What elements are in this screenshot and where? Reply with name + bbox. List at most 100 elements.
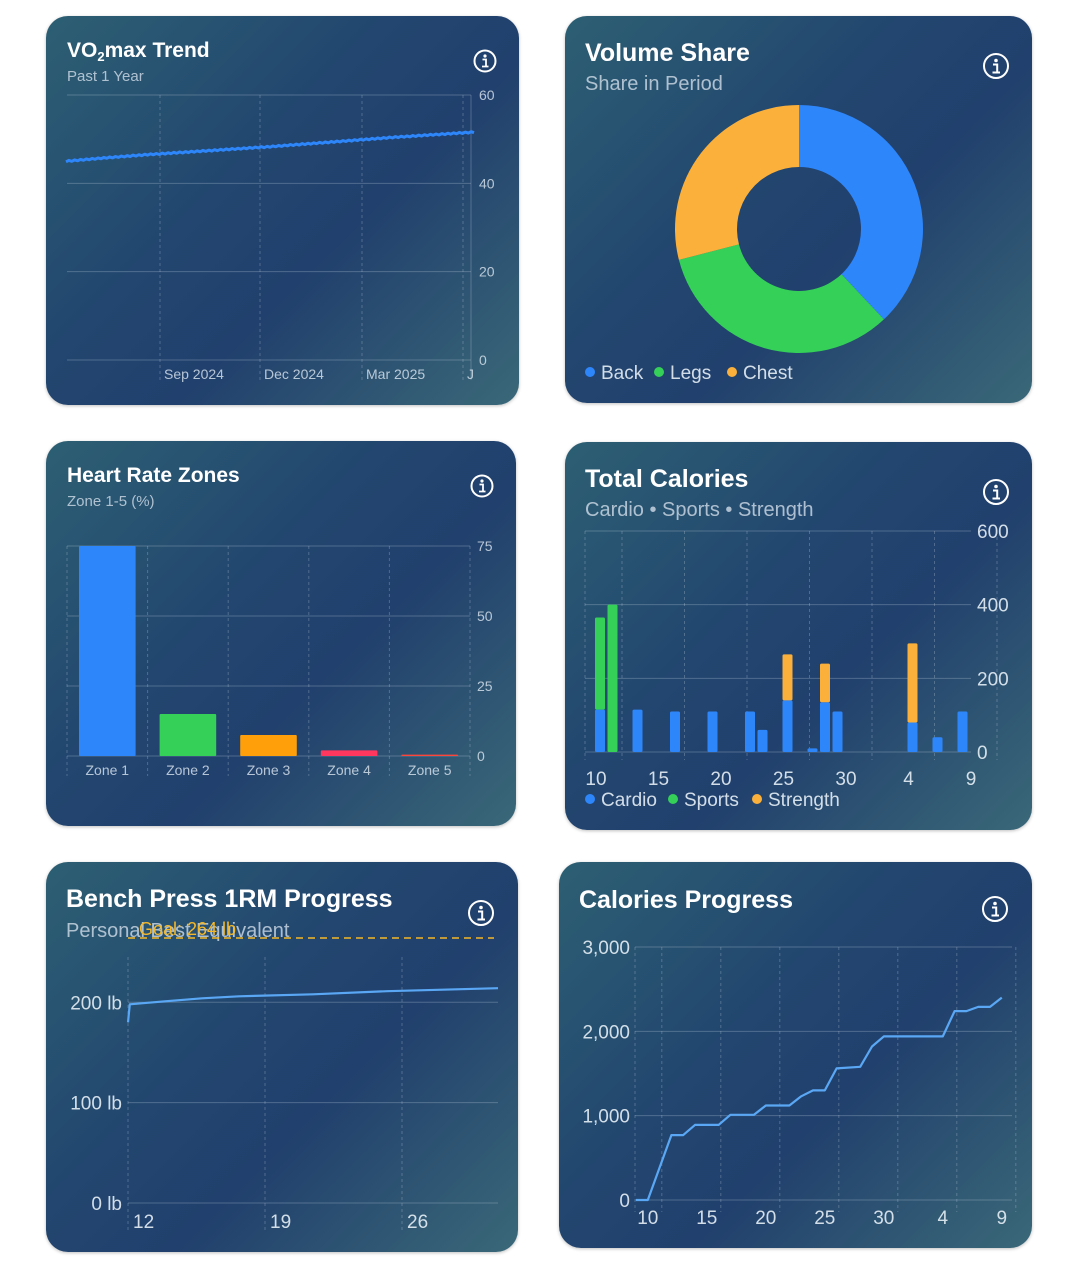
x-tick-label: 15 bbox=[648, 769, 669, 790]
y-tick-label: 0 bbox=[977, 743, 988, 764]
bar-segment-strength bbox=[820, 663, 830, 703]
heart-rate-zones-title: Heart Rate Zones bbox=[67, 464, 240, 487]
bar-segment-cardio bbox=[595, 709, 605, 752]
total-calories-subtitle: Cardio • Sports • Strength bbox=[585, 499, 814, 521]
x-tick-label: 12 bbox=[133, 1212, 154, 1233]
x-tick-label: 25 bbox=[814, 1208, 835, 1229]
vo2max-card: VO2max Trend Past 1 Year 0 20 40 60 Sep 2024… bbox=[46, 16, 519, 405]
bar-zone-4 bbox=[320, 750, 378, 756]
pie-slice-legs bbox=[678, 244, 884, 353]
legend-label: Cardio bbox=[601, 790, 657, 811]
bar-segment-cardio bbox=[957, 711, 968, 752]
bench-series-line bbox=[126, 987, 499, 1023]
info-icon[interactable] bbox=[983, 479, 1009, 505]
bar-segment-sports bbox=[595, 617, 605, 710]
x-tick-label: 20 bbox=[710, 769, 731, 790]
x-tick-label: Zone 3 bbox=[247, 762, 291, 778]
info-icon[interactable] bbox=[473, 49, 497, 73]
volume-share-subtitle: Share in Period bbox=[585, 73, 723, 95]
y-tick-label: 75 bbox=[477, 538, 493, 554]
y-tick-label: 600 bbox=[977, 522, 1009, 543]
bench-press-card: Bench Press 1RM Progress Personal Best E… bbox=[46, 862, 518, 1252]
info-icon[interactable] bbox=[468, 900, 494, 926]
total-calories-chart: Total Calories Cardio • Sports • Strengt… bbox=[584, 465, 1009, 811]
vo2max-series-line bbox=[65, 130, 475, 164]
y-tick-label: 100 lb bbox=[70, 1094, 122, 1115]
y-tick-label: 0 lb bbox=[91, 1194, 122, 1215]
total-calories-title: Total Calories bbox=[585, 465, 748, 493]
y-tick-label: 3,000 bbox=[582, 938, 630, 959]
bar-segment-cardio bbox=[757, 729, 768, 752]
x-tick-label: 26 bbox=[407, 1212, 428, 1233]
bar-zone-1 bbox=[79, 546, 136, 756]
volume-share-chart: Volume Share Share in Period Back Legs Che… bbox=[585, 39, 1009, 384]
x-tick-label: 4 bbox=[903, 769, 914, 790]
x-tick-label: 15 bbox=[696, 1208, 717, 1229]
total-calories-card: Total Calories Cardio • Sports • Strengt… bbox=[565, 442, 1032, 830]
x-tick-label: 10 bbox=[637, 1208, 658, 1229]
bar-segment-strength bbox=[907, 643, 918, 723]
y-tick-label: 2,000 bbox=[582, 1022, 630, 1043]
heart-rate-zones-chart: Heart Rate Zones Zone 1-5 (%) 0 25 50 75 Zon… bbox=[66, 464, 494, 778]
x-tick-label: 25 bbox=[773, 769, 794, 790]
bench-press-chart: Bench Press 1RM Progress Personal Best E… bbox=[66, 885, 499, 1233]
bar-zone-2 bbox=[159, 714, 217, 756]
bar-zone-3 bbox=[240, 735, 297, 756]
heart-rate-zones-card: Heart Rate Zones Zone 1-5 (%) 0 25 50 75 Zon… bbox=[46, 441, 516, 826]
y-tick-label: 50 bbox=[477, 608, 493, 624]
legend-marker bbox=[585, 367, 595, 377]
calories-progress-card: Calories Progress 0 1,000 2,000 3,000 10 15 20… bbox=[559, 862, 1032, 1248]
x-tick-label: Zone 2 bbox=[166, 762, 210, 778]
y-tick-label: 20 bbox=[479, 264, 495, 280]
bar-segment-cardio bbox=[632, 709, 643, 752]
legend-marker bbox=[727, 367, 737, 377]
bar-segment-sports bbox=[607, 604, 618, 752]
pie-slice-back bbox=[799, 105, 923, 320]
info-icon[interactable] bbox=[983, 53, 1009, 79]
y-tick-label: 0 bbox=[479, 352, 487, 368]
x-tick-label: 20 bbox=[755, 1208, 776, 1229]
legend-marker bbox=[752, 794, 762, 804]
bar-segment-cardio bbox=[707, 711, 718, 752]
calories-progress-title: Calories Progress bbox=[579, 886, 793, 914]
y-tick-label: 0 bbox=[619, 1191, 630, 1212]
vo2max-title: VO2max Trend bbox=[67, 39, 210, 64]
bar-segment-cardio bbox=[782, 700, 793, 752]
legend-label: Strength bbox=[768, 790, 840, 811]
bar-segment-cardio bbox=[832, 711, 843, 752]
vo2max-subtitle: Past 1 Year bbox=[67, 68, 144, 85]
x-tick-label: Zone 4 bbox=[327, 762, 371, 778]
bar-segment-cardio bbox=[907, 722, 918, 752]
bench-press-title: Bench Press 1RM Progress bbox=[66, 885, 393, 913]
volume-share-card: Volume Share Share in Period Back Legs Che… bbox=[565, 16, 1032, 403]
y-tick-label: 1,000 bbox=[582, 1107, 630, 1128]
x-tick-label: 9 bbox=[966, 769, 977, 790]
legend-marker bbox=[654, 367, 664, 377]
bar-segment-cardio bbox=[670, 711, 680, 752]
x-tick-label: 30 bbox=[873, 1208, 894, 1229]
bar-segment-cardio bbox=[807, 748, 818, 752]
y-tick-label: 0 bbox=[477, 748, 485, 764]
goal-label: Goal: 264 lb bbox=[139, 919, 236, 939]
bar-zone-5 bbox=[401, 754, 458, 756]
y-tick-label: 25 bbox=[477, 678, 493, 694]
info-icon[interactable] bbox=[982, 896, 1008, 922]
legend-label: Chest bbox=[743, 363, 793, 384]
legend-label: Legs bbox=[670, 363, 711, 384]
info-icon[interactable] bbox=[470, 474, 494, 498]
bar-segment-strength bbox=[782, 654, 793, 701]
legend-label: Back bbox=[601, 363, 644, 384]
x-tick-label: 4 bbox=[938, 1208, 949, 1229]
x-tick-label: J bbox=[467, 366, 474, 382]
pie-slice-chest bbox=[675, 105, 799, 260]
bar-segment-cardio bbox=[820, 702, 830, 752]
x-tick-label: 30 bbox=[835, 769, 856, 790]
x-tick-label: Sep 2024 bbox=[164, 366, 224, 382]
calories-progress-series-line bbox=[636, 996, 1003, 1202]
x-tick-label: 19 bbox=[270, 1212, 291, 1233]
x-tick-label: 10 bbox=[585, 769, 606, 790]
y-tick-label: 40 bbox=[479, 175, 495, 191]
x-tick-label: Mar 2025 bbox=[366, 366, 425, 382]
legend-label: Sports bbox=[684, 790, 739, 811]
bench-press-subtitle: Personal Best Equivalent bbox=[66, 920, 290, 942]
